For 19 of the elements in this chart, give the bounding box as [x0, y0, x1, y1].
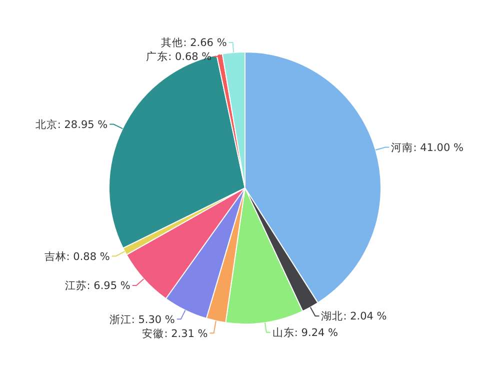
slice-label: 安徽 — [142, 326, 164, 340]
slice-label: 其他 — [161, 36, 184, 50]
data-label: : 9.24 % — [294, 327, 338, 340]
slice-label: 广东 — [146, 50, 168, 64]
data-label: : 0.88 % — [66, 250, 110, 263]
data-label: : 6.95 % — [86, 280, 130, 292]
slice-label: 吉林 — [44, 250, 66, 263]
slice-label: 河南 — [391, 140, 414, 154]
slice-label: 山东 — [272, 326, 294, 340]
slice-label: 江苏 — [64, 279, 87, 292]
data-label: : 2.66 % — [183, 37, 227, 50]
data-label: : 28.95 % — [57, 118, 108, 131]
slice-label: 浙江 — [109, 312, 132, 326]
slice-label: 北京 — [35, 118, 58, 131]
data-label: : 2.04 % — [343, 310, 387, 323]
data-label: : 2.31 % — [164, 328, 208, 340]
data-label: : 41.00 % — [413, 142, 464, 154]
data-label: : 5.30 % — [131, 314, 175, 326]
slice-label: 湖北 — [321, 310, 344, 323]
